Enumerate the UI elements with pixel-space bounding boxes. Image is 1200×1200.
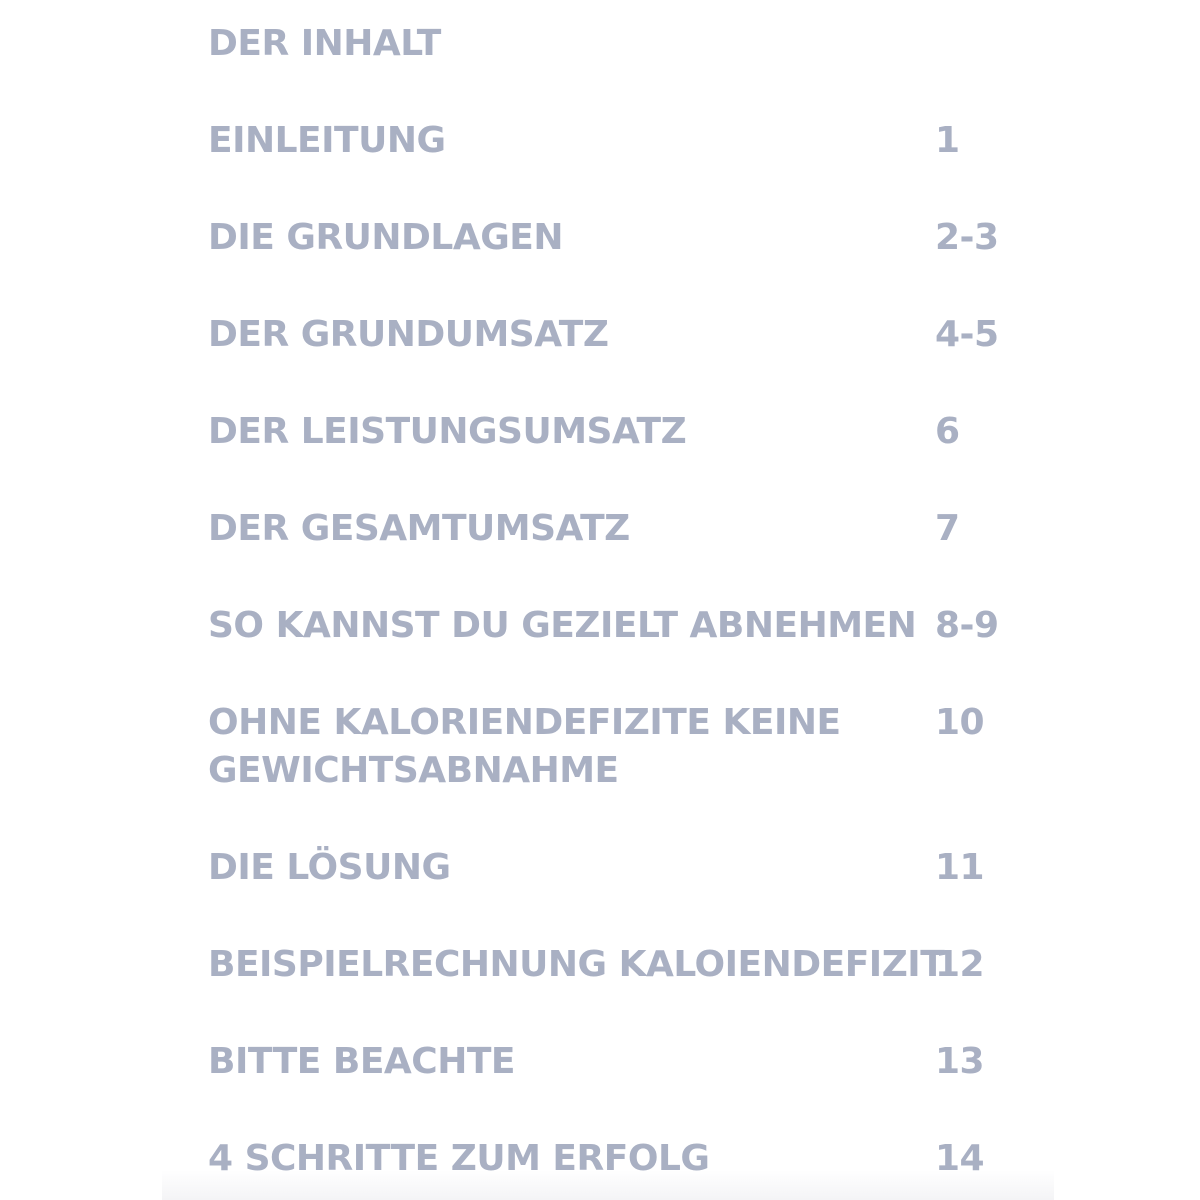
- page-bottom-shadow: [162, 1170, 1054, 1200]
- toc-entry-abnehmen-page: 8-9: [935, 605, 999, 646]
- toc-entry-loesung-label: DIE LÖSUNG: [208, 847, 451, 888]
- toc-entry-grundlagen-label: DIE GRUNDLAGEN: [208, 217, 564, 258]
- toc-entry-beachte-label: BITTE BEACHTE: [208, 1041, 516, 1082]
- toc-entry-schritte-page: 14: [935, 1138, 985, 1179]
- toc-entry-kaloriendefizite-label-line1: OHNE KALORIENDEFIZITE KEINE: [208, 702, 841, 743]
- toc-entry-beispielrechnung-page: 12: [935, 944, 985, 985]
- toc-entry-einleitung-page: 1: [935, 120, 960, 161]
- toc-entry-grundlagen-page: 2-3: [935, 217, 999, 258]
- toc-entry-beachte-page: 13: [935, 1041, 985, 1082]
- toc-entry-grundumsatz-page: 4-5: [935, 314, 999, 355]
- toc-entry-gesamtumsatz-label: DER GESAMTUMSATZ: [208, 508, 630, 549]
- toc-entry-gesamtumsatz-page: 7: [935, 508, 960, 549]
- toc-title: DER INHALT: [208, 23, 441, 64]
- toc-entry-loesung-page: 11: [935, 847, 985, 888]
- document-page: [162, 0, 1054, 1200]
- toc-entry-einleitung-label: EINLEITUNG: [208, 120, 446, 161]
- toc-entry-schritte-label: 4 SCHRITTE ZUM ERFOLG: [208, 1138, 710, 1179]
- toc-entry-kaloriendefizite-label-line2: GEWICHTSABNAHME: [208, 750, 619, 791]
- toc-entry-leistungsumsatz-page: 6: [935, 411, 960, 452]
- toc-entry-leistungsumsatz-label: DER LEISTUNGSUMSATZ: [208, 411, 687, 452]
- toc-entry-abnehmen-label: SO KANNST DU GEZIELT ABNEHMEN: [208, 605, 917, 646]
- toc-entry-kaloriendefizite-page: 10: [935, 702, 985, 743]
- toc-entry-grundumsatz-label: DER GRUNDUMSATZ: [208, 314, 609, 355]
- toc-entry-beispielrechnung-label: BEISPIELRECHNUNG KALOIENDEFIZIT: [208, 944, 945, 985]
